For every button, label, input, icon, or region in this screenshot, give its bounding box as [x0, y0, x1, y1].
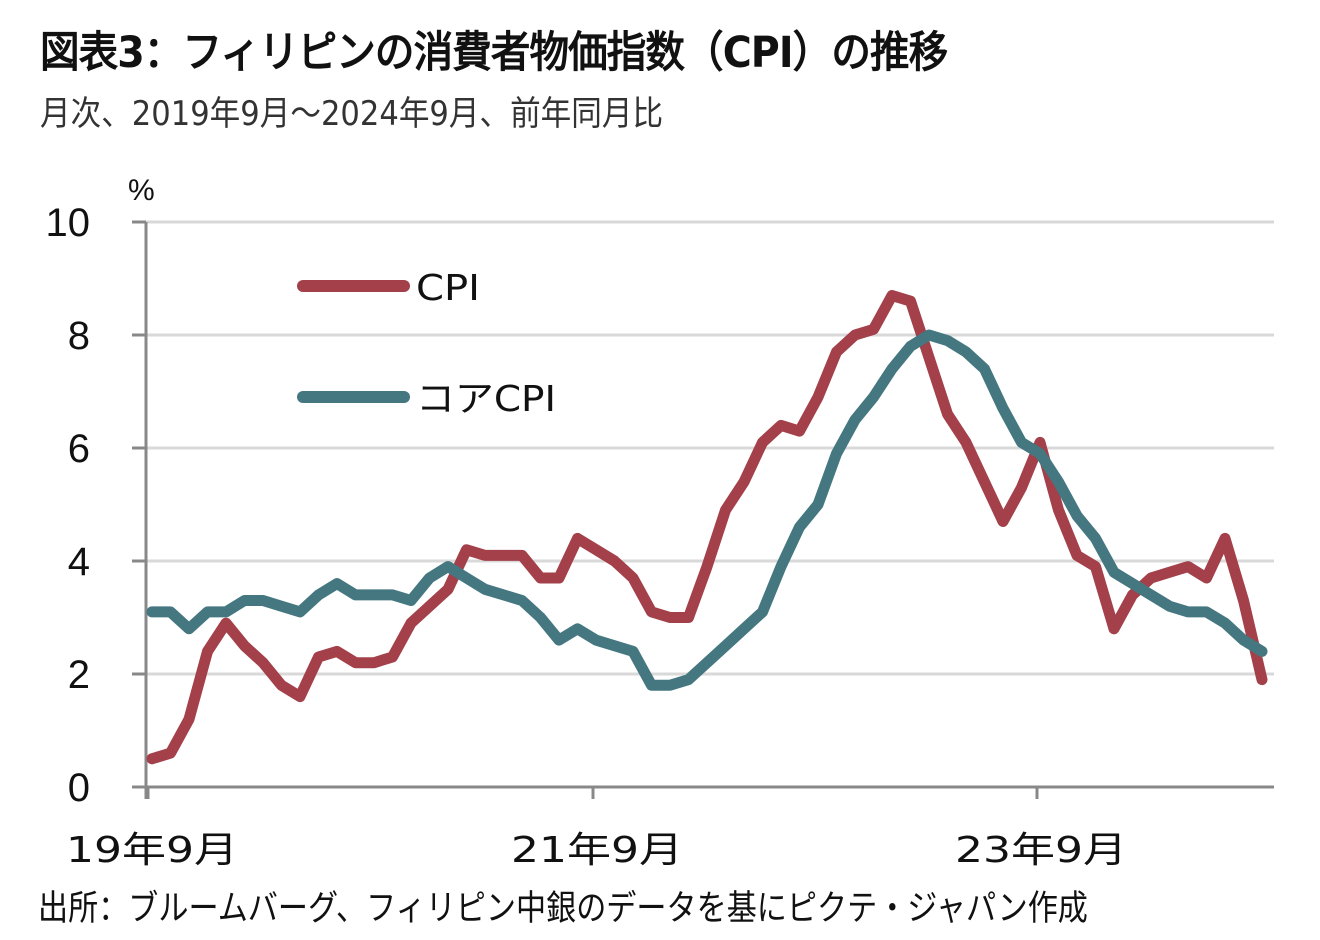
y-tick-label: 6	[68, 427, 90, 471]
x-axis-ticks: 19年9月 21年9月 23年9月	[66, 787, 1127, 871]
x-tick-label: 23年9月	[955, 830, 1127, 871]
y-tick-label: 10	[46, 201, 91, 245]
chart-subtitle: 月次、2019年9月～2024年9月、前年同月比	[40, 94, 664, 134]
y-tick-label: 4	[68, 540, 90, 584]
chart-title: 図表3：フィリピンの消費者物価指数（CPI）の推移	[40, 28, 948, 78]
y-tick-label: 2	[68, 653, 90, 697]
core-cpi-line	[146, 329, 1268, 691]
y-axis-ticks: 0 2 4 6 8 10	[46, 201, 146, 810]
source-note: 出所：ブルームバーグ、フィリピン中銀のデータを基にピクテ・ジャパン作成	[38, 889, 1088, 929]
x-tick-label: 19年9月	[66, 830, 238, 871]
y-tick-label: 8	[68, 314, 90, 358]
y-tick-label: 0	[68, 766, 90, 810]
x-tick-label: 21年9月	[511, 830, 683, 871]
legend: CPI コアCPI	[297, 268, 556, 420]
cpi-line	[146, 290, 1268, 765]
legend-label-cpi: CPI	[416, 268, 480, 309]
axes	[132, 222, 1274, 799]
y-axis-unit-label: %	[128, 174, 155, 207]
legend-label-core-cpi: コアCPI	[416, 379, 556, 420]
series-lines	[146, 290, 1268, 765]
